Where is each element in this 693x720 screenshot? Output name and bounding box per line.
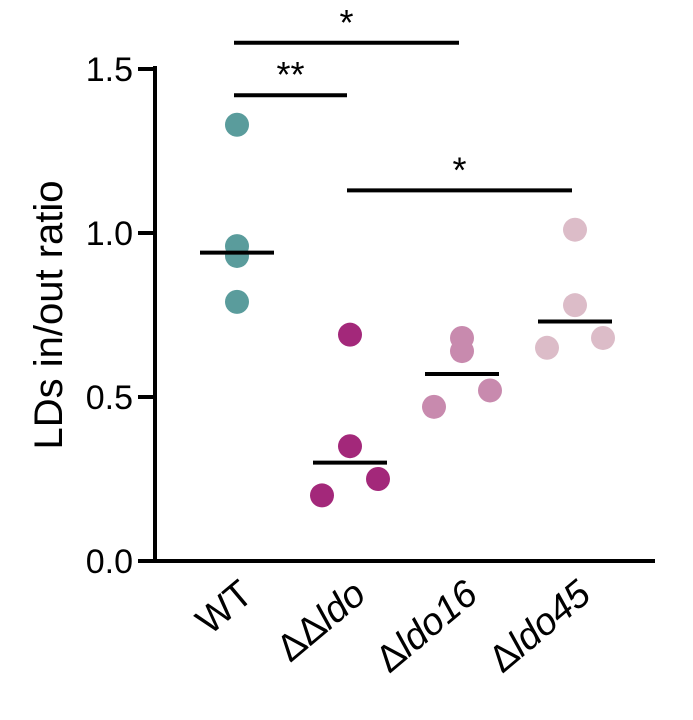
data-point [591, 325, 615, 350]
significance-label: * [452, 149, 466, 190]
category-label: Δldo45 [481, 572, 599, 681]
data-point [563, 293, 587, 318]
data-point [563, 217, 587, 242]
data-point [225, 243, 249, 268]
significance-label: ** [276, 54, 304, 95]
data-point [478, 378, 502, 403]
significance-brackets: **** [234, 2, 572, 193]
data-points [225, 112, 615, 508]
data-point [535, 335, 559, 360]
y-axis-title: LDs in/out ratio [27, 180, 71, 449]
data-point [225, 289, 249, 314]
category-label: Δldo16 [368, 572, 486, 681]
category-label: ΔΔldo [269, 573, 374, 670]
y-tick-label: 0.0 [86, 543, 133, 581]
y-tick-label: 0.5 [86, 379, 133, 417]
significance-label: * [339, 2, 353, 43]
data-point [225, 112, 249, 137]
data-point [450, 339, 474, 364]
mean-lines [200, 250, 612, 465]
y-ticks: 0.0 0.5 1.0 1.5 [86, 51, 155, 581]
data-point [338, 322, 362, 347]
data-point [338, 434, 362, 459]
category-label: WT [189, 573, 261, 643]
data-point [422, 394, 446, 419]
data-point [310, 483, 334, 508]
y-tick-label: 1.5 [86, 51, 133, 89]
data-point [366, 467, 390, 491]
y-tick-label: 1.0 [86, 215, 133, 253]
